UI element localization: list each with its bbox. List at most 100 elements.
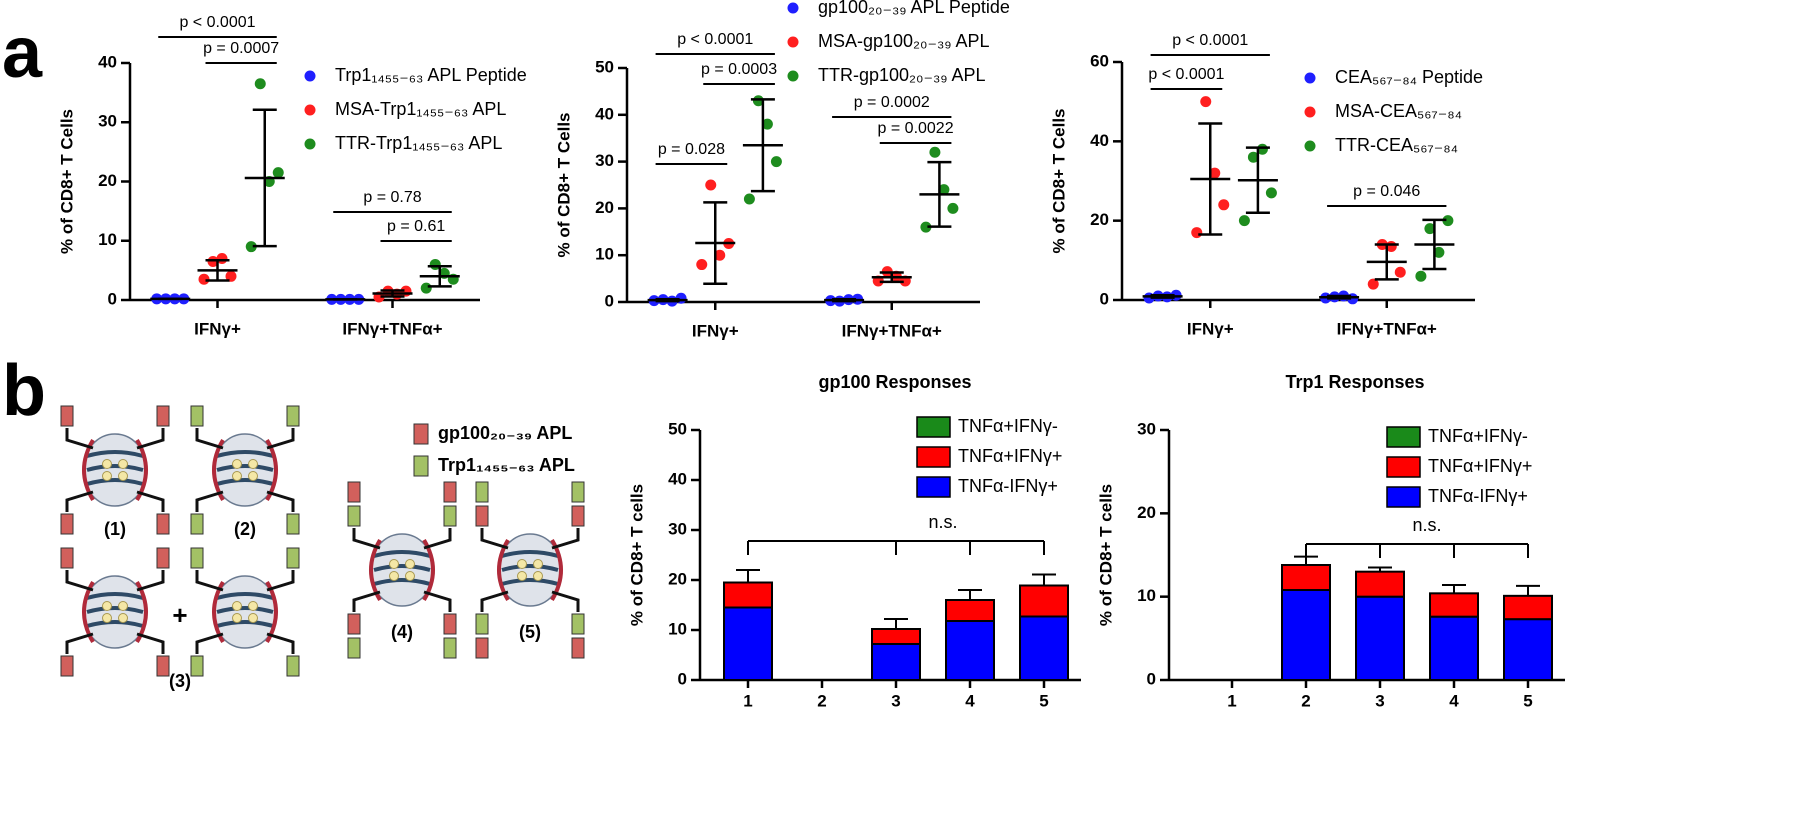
ion	[102, 459, 112, 469]
bar-segment	[1355, 570, 1405, 598]
y-tick-label: 40	[668, 469, 687, 488]
ion	[118, 459, 128, 469]
y-tick-label: 30	[668, 519, 687, 538]
linker	[136, 570, 165, 592]
y-tick-label: 0	[605, 291, 614, 310]
linker	[423, 590, 452, 612]
error-bar	[884, 618, 908, 629]
construct-label: (1)	[104, 519, 126, 539]
x-tick-label: IFNγ+TNFα+	[842, 321, 942, 340]
point	[920, 221, 932, 233]
point	[1218, 199, 1230, 211]
peptide	[286, 513, 300, 535]
peptide	[156, 405, 170, 427]
molecule	[190, 547, 300, 677]
linker	[352, 590, 381, 612]
point	[272, 167, 284, 179]
error-bar	[703, 201, 728, 285]
y-axis-label: % of CD8+ T Cells	[1049, 108, 1068, 253]
legend-label: TNFα+IFNγ-	[958, 416, 1058, 436]
bar-segment	[1503, 618, 1553, 682]
peptide	[475, 505, 489, 527]
linker	[65, 490, 94, 512]
peptide	[347, 505, 361, 527]
x-tick-label: IFNγ+TNFα+	[1337, 319, 1437, 338]
legend-marker	[304, 104, 316, 116]
point	[1191, 227, 1203, 239]
y-tick-label: 30	[595, 151, 614, 170]
significance-label: p < 0.0001	[1148, 66, 1224, 83]
legend-label: gp100₂₀₋₃₉ APL Peptide	[818, 0, 1010, 17]
error-bar	[750, 98, 775, 193]
molecule	[190, 405, 300, 535]
linker	[195, 632, 224, 654]
point	[696, 259, 708, 271]
bar-segment	[723, 606, 773, 681]
linker	[266, 632, 295, 654]
legend-swatch	[1386, 486, 1421, 508]
construct-label: (3)	[169, 671, 191, 691]
ion	[232, 459, 242, 469]
legend-label: TNFα+IFNγ+	[958, 446, 1062, 466]
legend-swatch	[916, 416, 951, 438]
y-tick-label: 60	[1090, 51, 1109, 70]
molecule	[347, 481, 457, 659]
peptide	[156, 547, 170, 569]
linker	[136, 490, 165, 512]
error-bar	[736, 569, 760, 583]
legend-marker	[1304, 106, 1316, 118]
legend-label: TNFα-IFNγ+	[1428, 486, 1528, 506]
peptide	[571, 505, 585, 527]
point	[225, 270, 237, 282]
point	[254, 78, 266, 90]
x-tick-label: 4	[965, 691, 975, 710]
point	[705, 179, 717, 191]
strand	[216, 450, 274, 458]
strand	[216, 620, 274, 628]
bar-segment	[945, 620, 995, 681]
legend-marker	[787, 36, 799, 48]
y-tick-label: 20	[668, 569, 687, 588]
y-tick-label: 10	[98, 230, 117, 249]
ion	[517, 571, 527, 581]
y-tick-label: 40	[98, 52, 117, 71]
x-tick-label: 3	[891, 691, 900, 710]
peptide	[443, 613, 457, 635]
bar-segment	[1019, 584, 1069, 618]
significance-label: p = 0.028	[658, 141, 725, 158]
chart-title: gp100 Responses	[818, 372, 971, 392]
strand	[373, 564, 431, 572]
legend-label: TTR-CEA₅₆₇₋₈₄	[1335, 135, 1458, 155]
construct-label: (5)	[519, 622, 541, 642]
error-bar	[427, 264, 452, 288]
point	[1442, 215, 1454, 227]
strand	[216, 478, 274, 486]
ion	[405, 571, 415, 581]
point	[761, 118, 773, 130]
point	[752, 95, 764, 107]
ion	[517, 559, 527, 569]
error-bar	[879, 271, 904, 284]
x-tick-label: IFNγ+	[194, 319, 241, 338]
y-tick-label: 10	[668, 619, 687, 638]
peptide	[60, 655, 74, 677]
peptide	[347, 613, 361, 635]
linker	[195, 490, 224, 512]
ion	[248, 471, 258, 481]
significance-label: n.s.	[1412, 515, 1441, 535]
error-bar	[1374, 243, 1399, 281]
linker	[195, 428, 224, 450]
ion	[232, 601, 242, 611]
y-tick-label: 20	[595, 198, 614, 217]
peptide	[190, 547, 204, 569]
strand	[86, 464, 144, 472]
x-tick-label: IFNγ+TNFα+	[342, 319, 442, 338]
linker	[266, 428, 295, 450]
bar-segment	[1281, 564, 1331, 591]
ion	[118, 471, 128, 481]
peptide	[156, 513, 170, 535]
point	[1247, 151, 1259, 163]
construct-label: (2)	[234, 519, 256, 539]
error-bar	[927, 160, 952, 228]
